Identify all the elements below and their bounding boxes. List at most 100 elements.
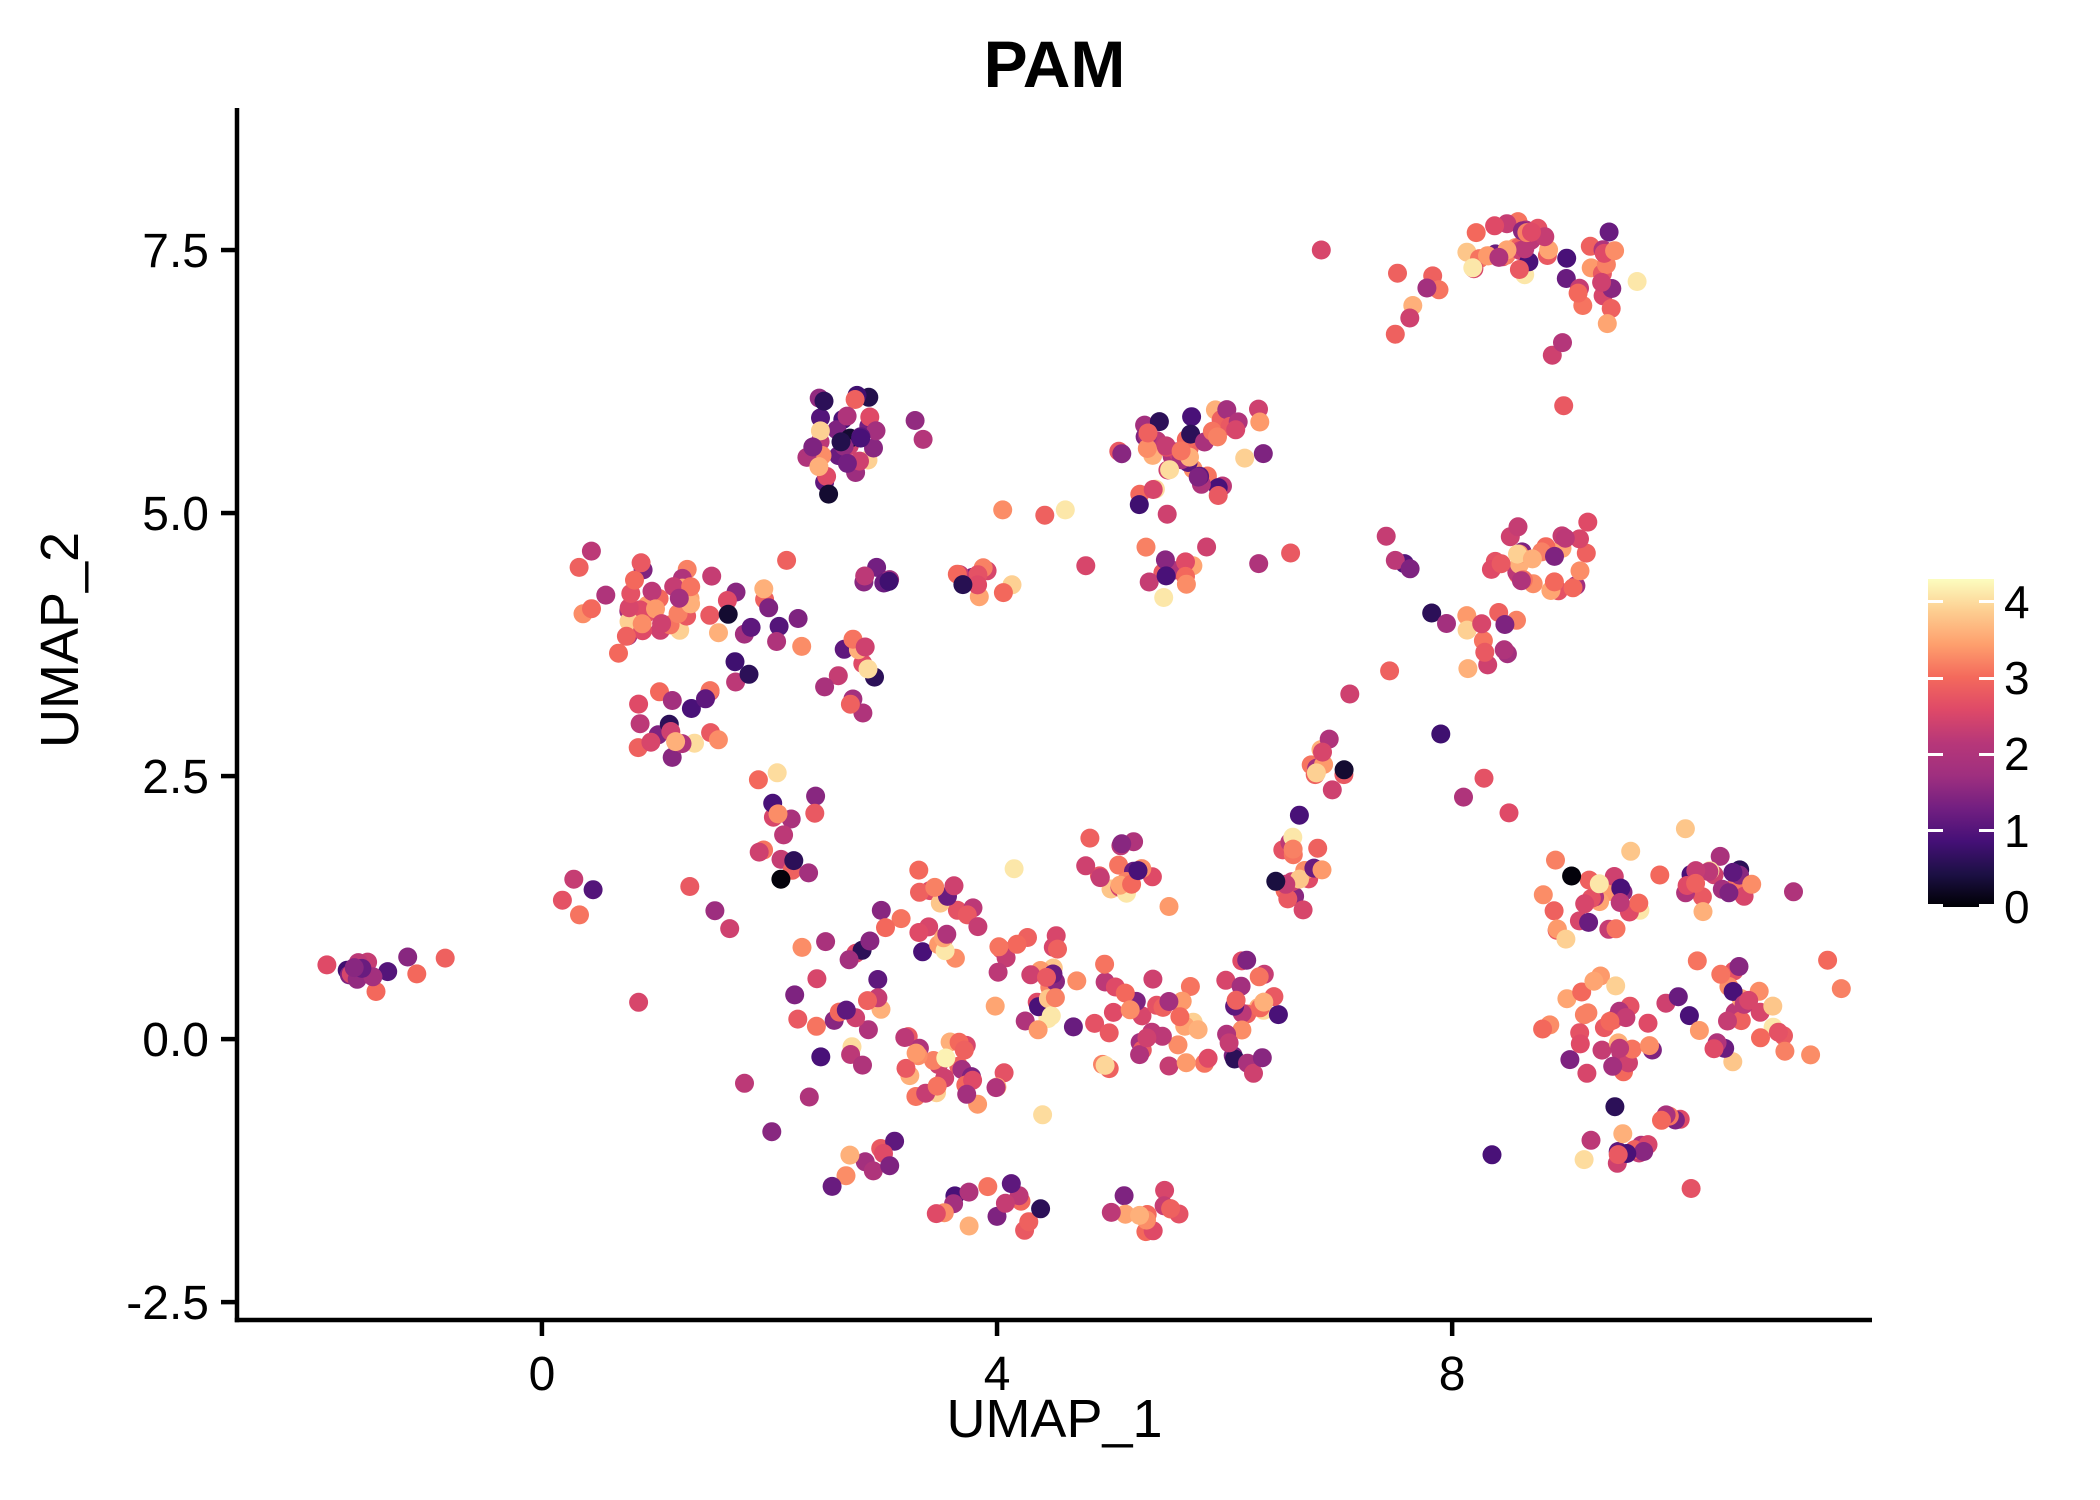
data-point — [978, 1177, 998, 1197]
data-point — [1578, 512, 1598, 532]
data-point — [909, 860, 929, 880]
data-point — [1601, 299, 1621, 318]
data-point — [1170, 1007, 1190, 1027]
data-point — [1252, 1048, 1272, 1068]
data-point — [1554, 396, 1574, 416]
data-point — [1693, 902, 1713, 922]
colorbar-tick-mark — [1979, 829, 1994, 833]
data-point — [910, 882, 929, 902]
data-point — [1099, 1023, 1119, 1043]
data-point — [891, 909, 911, 929]
data-point — [609, 643, 628, 663]
data-point — [1668, 987, 1688, 1007]
data-point — [669, 588, 689, 608]
data-point — [937, 924, 957, 944]
data-point — [1494, 640, 1514, 660]
data-point — [906, 1043, 926, 1063]
data-point — [1542, 345, 1562, 365]
data-point — [959, 1182, 979, 1202]
data-point — [1249, 554, 1269, 574]
data-point — [317, 955, 337, 975]
data-point — [1603, 1056, 1623, 1076]
x-tick-label: 4 — [984, 1348, 1011, 1401]
data-point — [582, 599, 601, 619]
data-point — [1095, 1055, 1115, 1075]
data-point — [1090, 868, 1110, 888]
data-point — [1019, 1212, 1039, 1232]
data-point — [957, 1084, 977, 1104]
data-point — [936, 1048, 956, 1068]
data-point — [1137, 439, 1157, 458]
y-axis-title: UMAP_2 — [30, 531, 90, 749]
data-point — [1458, 659, 1478, 679]
data-point — [1627, 272, 1647, 291]
data-point — [1033, 1105, 1053, 1125]
data-point — [1156, 436, 1176, 456]
data-point — [1489, 247, 1509, 267]
data-point — [828, 666, 848, 686]
data-point — [1739, 990, 1759, 1010]
data-point — [748, 770, 768, 790]
data-point — [1454, 787, 1473, 807]
data-point — [1574, 1150, 1594, 1170]
data-point — [1629, 893, 1649, 913]
data-point — [1160, 460, 1180, 480]
data-point — [705, 901, 725, 921]
data-point — [1570, 529, 1589, 549]
data-point — [1181, 424, 1201, 444]
data-point — [1137, 1028, 1157, 1048]
data-point — [1686, 873, 1706, 893]
data-point — [739, 664, 759, 684]
data-point — [1553, 333, 1572, 353]
data-point — [1128, 861, 1148, 881]
data-point — [1115, 1204, 1135, 1224]
data-point — [1638, 1013, 1658, 1033]
data-point — [1640, 1036, 1659, 1056]
data-point — [1621, 841, 1641, 861]
data-point — [569, 557, 589, 577]
data-point — [1509, 260, 1529, 279]
data-point — [1723, 982, 1743, 1001]
data-point — [1021, 965, 1041, 985]
data-point — [1422, 603, 1442, 623]
data-point — [880, 1156, 900, 1176]
data-point — [1180, 977, 1200, 996]
x-tick-label: 0 — [529, 1348, 556, 1401]
data-point — [1208, 427, 1227, 447]
points-layer — [317, 212, 1851, 1242]
data-point — [968, 917, 988, 937]
data-point — [702, 566, 722, 586]
data-point — [1533, 885, 1553, 905]
data-point — [1579, 912, 1599, 932]
data-point — [785, 985, 805, 1005]
data-point — [1508, 544, 1527, 564]
data-point — [1085, 1013, 1105, 1033]
data-point — [1306, 763, 1326, 783]
data-point — [1237, 950, 1257, 970]
data-point — [816, 932, 836, 952]
data-point — [1120, 1000, 1140, 1020]
data-point — [1763, 996, 1783, 1016]
data-point — [1608, 1145, 1628, 1165]
data-point — [1742, 874, 1762, 894]
data-point — [1768, 1022, 1788, 1042]
y-tick-label: 2.5 — [142, 751, 209, 804]
data-point — [709, 623, 728, 643]
data-point — [662, 747, 682, 767]
data-point — [1226, 990, 1246, 1010]
data-point — [1268, 1005, 1288, 1025]
data-point — [1556, 929, 1576, 949]
data-point — [831, 432, 851, 452]
data-point — [1004, 859, 1024, 879]
data-point — [570, 905, 589, 925]
data-point — [1533, 1019, 1553, 1039]
data-point — [769, 616, 789, 636]
data-point — [1546, 850, 1565, 870]
data-point — [1076, 556, 1096, 576]
colorbar-tick-mark — [1928, 676, 1943, 680]
data-point — [1198, 1048, 1218, 1068]
data-point — [1176, 552, 1195, 572]
data-point — [1729, 957, 1749, 976]
data-point — [1563, 578, 1583, 598]
data-point — [814, 391, 834, 411]
